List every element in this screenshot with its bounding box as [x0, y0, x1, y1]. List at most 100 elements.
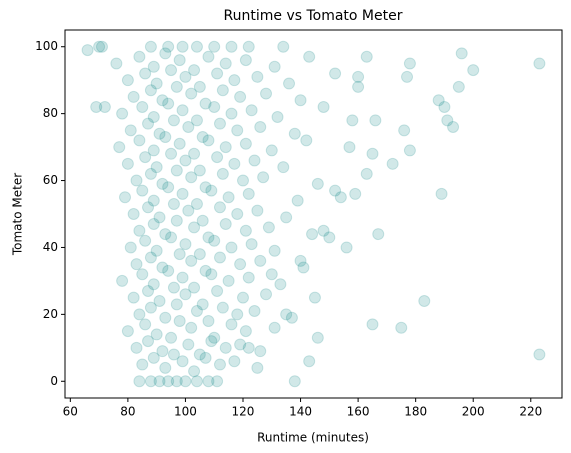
point	[144, 251, 157, 264]
y-tick-label: 0	[50, 374, 58, 388]
point	[231, 124, 244, 137]
point	[366, 318, 379, 331]
point	[288, 375, 301, 388]
point	[167, 348, 180, 361]
point	[165, 147, 178, 160]
point	[219, 218, 232, 231]
point	[179, 288, 192, 301]
point	[438, 100, 451, 113]
point	[188, 64, 201, 77]
point	[153, 375, 166, 388]
point	[239, 137, 252, 150]
point	[265, 144, 278, 157]
point	[110, 57, 123, 70]
point	[317, 224, 330, 237]
point	[133, 134, 146, 147]
point	[185, 254, 198, 267]
point	[317, 100, 330, 113]
point	[199, 351, 212, 364]
point	[173, 315, 186, 328]
point	[170, 164, 183, 177]
point	[219, 141, 232, 154]
point	[95, 40, 108, 53]
point	[124, 124, 137, 137]
point	[225, 241, 238, 254]
point	[467, 64, 480, 77]
point	[268, 244, 281, 257]
point	[294, 94, 307, 107]
y-tick-label: 80	[43, 106, 58, 120]
point	[447, 121, 460, 134]
point	[228, 157, 241, 170]
point	[185, 171, 198, 184]
point	[153, 294, 166, 307]
point	[159, 47, 172, 60]
point	[165, 64, 178, 77]
point	[251, 204, 264, 217]
point	[213, 358, 226, 371]
point	[251, 70, 264, 83]
point	[268, 321, 281, 334]
point	[156, 94, 169, 107]
point	[147, 60, 160, 73]
point	[245, 104, 258, 117]
point	[398, 124, 411, 137]
point	[225, 318, 238, 331]
point	[159, 311, 172, 324]
point	[179, 70, 192, 83]
x-tick-label: 100	[174, 405, 197, 419]
point	[142, 284, 155, 297]
point	[300, 134, 313, 147]
point	[234, 258, 247, 271]
x-tick-label: 160	[347, 405, 370, 419]
point	[136, 184, 149, 197]
point	[239, 54, 252, 67]
point	[211, 284, 224, 297]
point	[435, 187, 448, 200]
point	[162, 40, 175, 53]
point	[139, 234, 152, 247]
point	[162, 375, 175, 388]
point	[144, 375, 157, 388]
point	[202, 134, 215, 147]
y-axis-label: Tomato Meter	[11, 173, 25, 256]
point	[121, 74, 134, 87]
point	[162, 181, 175, 194]
point	[116, 274, 129, 287]
point	[190, 375, 203, 388]
point	[147, 351, 160, 364]
point	[216, 301, 229, 314]
point	[334, 191, 347, 204]
point	[403, 144, 416, 157]
x-tick-label: 80	[120, 405, 135, 419]
point	[311, 331, 324, 344]
point	[352, 80, 365, 93]
point	[170, 375, 183, 388]
point	[170, 80, 183, 93]
point	[156, 261, 169, 274]
point	[297, 261, 310, 274]
point	[205, 335, 218, 348]
point	[113, 141, 126, 154]
point	[274, 278, 287, 291]
point	[190, 114, 203, 127]
point	[98, 100, 111, 113]
point	[150, 328, 163, 341]
point	[257, 171, 270, 184]
point	[372, 228, 385, 241]
point	[231, 208, 244, 220]
point	[147, 278, 160, 291]
point	[179, 238, 192, 251]
point	[199, 97, 212, 110]
point	[121, 325, 134, 338]
point	[395, 321, 408, 334]
point	[228, 355, 241, 368]
point	[291, 194, 304, 207]
point	[150, 244, 163, 257]
point	[213, 201, 226, 214]
point	[366, 147, 379, 160]
y-tick-label: 40	[43, 240, 58, 254]
point	[441, 114, 454, 127]
point	[139, 67, 152, 80]
